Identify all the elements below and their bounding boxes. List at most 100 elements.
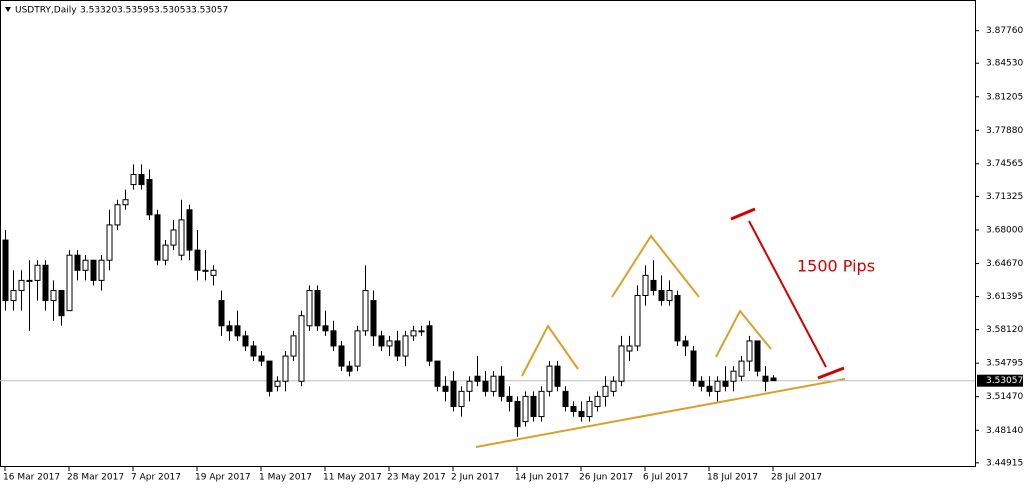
- candle-body: [242, 335, 249, 347]
- candle-body: [226, 325, 233, 332]
- candle-body: [530, 395, 537, 418]
- candle-body: [114, 204, 121, 226]
- candle-body: [578, 411, 585, 418]
- candle-body: [442, 385, 449, 392]
- trend-line: [475, 378, 846, 448]
- candle-body: [506, 395, 513, 402]
- candle-body: [122, 199, 129, 206]
- y-tick-label: 3.74565: [986, 159, 1023, 169]
- candle-body: [746, 340, 753, 362]
- candle-body: [10, 289, 17, 302]
- info-value: 3.53320: [80, 6, 117, 16]
- candle-body: [154, 214, 161, 261]
- candle-body: [650, 279, 657, 291]
- target-cap: [817, 366, 845, 380]
- candle-body: [482, 380, 489, 392]
- candle-body: [386, 340, 393, 347]
- candle-body: [130, 173, 137, 186]
- candle-body: [594, 395, 601, 407]
- candle-body: [26, 279, 33, 282]
- candle-body: [610, 380, 617, 392]
- y-tick-label: 3.54795: [986, 359, 1023, 369]
- candle-body: [714, 380, 721, 392]
- candle-body: [338, 345, 345, 367]
- candle-body: [306, 289, 313, 327]
- y-tick-label: 3.81205: [986, 92, 1023, 102]
- y-tick-label: 3.87760: [986, 26, 1023, 36]
- candle-body: [754, 340, 761, 372]
- y-tick-label: 3.64670: [986, 259, 1023, 269]
- x-tick-label: 7 Apr 2017: [131, 473, 181, 483]
- y-tick-label: 3.48140: [986, 426, 1023, 436]
- head: [611, 234, 700, 298]
- candle-body: [458, 390, 465, 407]
- candle-body: [450, 380, 457, 407]
- candle-body: [474, 375, 481, 382]
- current-price-label: 3.53057: [986, 376, 1023, 386]
- candle-body: [490, 375, 497, 392]
- candle-body: [314, 289, 321, 327]
- candle-body: [698, 380, 705, 387]
- y-tick-label: 3.58120: [986, 325, 1023, 335]
- plot-frame: [0, 0, 976, 467]
- candle-body: [706, 385, 713, 392]
- candle-body: [522, 395, 529, 423]
- candle-body: [74, 254, 81, 271]
- info-value: 3.53053: [154, 6, 191, 16]
- candle-body: [642, 274, 649, 297]
- candle-body: [250, 345, 257, 357]
- current-price-box: [977, 374, 1023, 387]
- left-shoulder: [521, 324, 579, 377]
- candle-body: [370, 300, 377, 337]
- candle-body: [178, 219, 185, 256]
- y-tick-label: 3.77880: [986, 126, 1023, 136]
- candle-body: [378, 335, 385, 347]
- candle-body: [330, 330, 337, 347]
- candle-body: [146, 179, 153, 216]
- candle-body: [434, 360, 441, 387]
- candle-body: [562, 390, 569, 407]
- candle-body: [402, 335, 409, 357]
- candle-body: [690, 350, 697, 382]
- candle-body: [410, 330, 417, 337]
- candle-body: [418, 330, 425, 333]
- candle-body: [234, 325, 241, 337]
- x-tick-label: 18 Jul 2017: [707, 473, 758, 483]
- candle-body: [282, 355, 289, 382]
- annotation: 1500 Pips: [797, 257, 875, 276]
- info-values: 3.53320 3.53595 3.53053 3.53057: [80, 6, 228, 16]
- candle-body: [738, 360, 745, 377]
- candle-body: [626, 345, 633, 352]
- x-tick-label: 19 Apr 2017: [195, 473, 251, 483]
- candle-body: [298, 315, 305, 382]
- candle-body: [138, 173, 145, 186]
- candle-body: [66, 254, 73, 312]
- candle-body: [666, 289, 673, 302]
- y-tick-label: 3.84530: [986, 59, 1023, 69]
- y-tick-label: 3.68000: [986, 225, 1023, 235]
- candle-body: [554, 365, 561, 387]
- y-tick-label: 3.61395: [986, 292, 1023, 302]
- menu-arrow[interactable]: [5, 7, 11, 12]
- candle-body: [42, 264, 49, 302]
- candle-body: [394, 340, 401, 357]
- candle-body: [218, 300, 225, 327]
- candle-body: [770, 377, 777, 382]
- x-tick-label: 1 May 2017: [259, 473, 312, 483]
- y-tick-label: 3.44915: [986, 458, 1023, 468]
- candle-body: [634, 295, 641, 347]
- candle-body: [266, 360, 273, 392]
- candle-body: [730, 370, 737, 382]
- candle-body: [58, 289, 65, 317]
- candle-body: [106, 224, 113, 261]
- candle-body: [674, 295, 681, 342]
- candle-body: [658, 289, 665, 302]
- candle-body: [514, 400, 521, 428]
- x-tick-label: 11 May 2017: [323, 473, 382, 483]
- y-tick-label: 3.71325: [986, 192, 1023, 202]
- candle-body: [50, 289, 57, 302]
- right-shoulder: [715, 309, 772, 358]
- x-tick-label: 14 Jun 2017: [515, 473, 569, 483]
